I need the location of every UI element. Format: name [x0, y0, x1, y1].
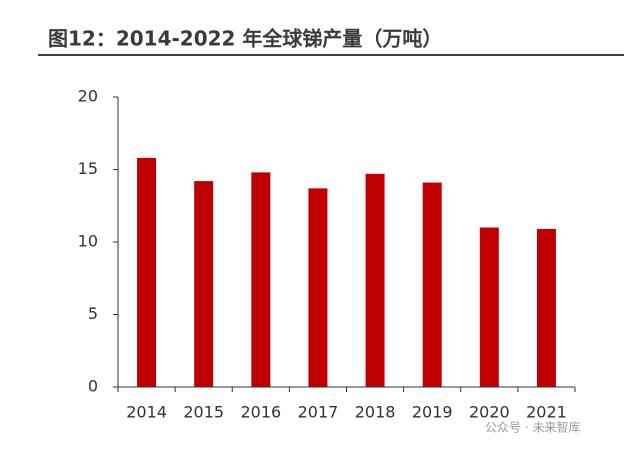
- bar: [365, 173, 385, 387]
- x-tick-label: 2020: [469, 403, 510, 422]
- chart-title: 图12：2014-2022 年全球锑产量（万吨）: [48, 27, 442, 51]
- bar: [308, 188, 328, 387]
- y-tick-label: 20: [78, 87, 98, 106]
- x-tick-label: 2019: [412, 403, 453, 422]
- x-tick-label: 2015: [183, 403, 224, 422]
- x-tick-label: 2021: [526, 403, 567, 422]
- x-tick-label: 2017: [298, 403, 339, 422]
- y-tick-label: 0: [88, 377, 98, 396]
- x-tick-label: 2018: [355, 403, 396, 422]
- bar: [194, 181, 214, 387]
- bar: [251, 172, 271, 387]
- bar: [137, 157, 157, 387]
- y-tick-label: 5: [88, 304, 98, 323]
- bar: [422, 182, 442, 387]
- watermark: 公众号 · 未来智库: [485, 420, 580, 435]
- bar: [479, 227, 499, 387]
- bar: [536, 228, 556, 387]
- y-tick-label: 15: [78, 159, 98, 178]
- x-tick-label: 2014: [126, 403, 167, 422]
- x-tick-label: 2016: [240, 403, 281, 422]
- y-tick-label: 10: [78, 232, 98, 251]
